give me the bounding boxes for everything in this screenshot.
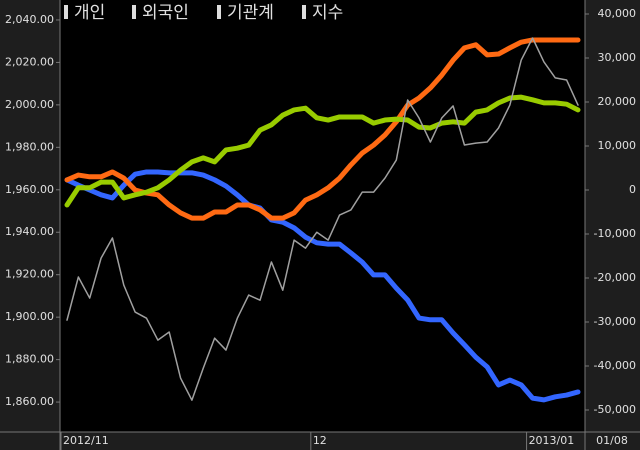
legend-label: 개인 <box>74 3 105 23</box>
y-tick-label: 1,920.00 <box>5 268 54 281</box>
y-tick-label: 1,880.00 <box>5 353 54 366</box>
y2-tick-label: -40,000 <box>594 359 636 372</box>
legend-marker <box>302 5 306 19</box>
series-line <box>64 169 581 403</box>
x-tick-label: 2012/11 <box>63 434 109 447</box>
y-tick-label: 1,860.00 <box>5 395 54 408</box>
series-line <box>64 94 581 208</box>
y-tick-label: 1,980.00 <box>5 140 54 153</box>
legend-label: 외국인 <box>142 3 189 23</box>
legend-marker <box>64 5 68 19</box>
y2-tick-label: -30,000 <box>594 315 636 328</box>
y-tick-label: 1,900.00 <box>5 310 54 323</box>
y2-tick-label: -20,000 <box>594 271 636 284</box>
legend-label: 기관계 <box>227 3 274 23</box>
plot-area <box>60 0 585 432</box>
y2-tick-label: 30,000 <box>598 51 637 64</box>
legend-marker <box>132 5 136 19</box>
legend-marker <box>217 5 221 19</box>
legend-label: 지수 <box>312 3 343 23</box>
y2-tick-label: 10,000 <box>598 139 637 152</box>
series-line <box>66 37 579 401</box>
y-tick-label: 2,000.00 <box>5 98 54 111</box>
y2-tick-label: 20,000 <box>598 95 637 108</box>
series-line <box>64 37 581 221</box>
y2-tick-label: -10,000 <box>594 227 636 240</box>
y2-tick-label: -50,000 <box>594 403 636 416</box>
y-tick-label: 1,940.00 <box>5 225 54 238</box>
x-tick-label: 2013/01 <box>529 434 575 447</box>
current-date: 01/08 <box>596 434 628 447</box>
y-tick-label: 1,960.00 <box>5 183 54 196</box>
legend: 개인 외국인 기관계 지수 <box>64 3 343 23</box>
y2-tick-label: 40,000 <box>598 7 637 20</box>
y-tick-label: 2,040.00 <box>5 13 54 26</box>
y-tick-label: 2,020.00 <box>5 55 54 68</box>
y2-tick-label: 0 <box>629 183 636 196</box>
x-tick-label: 12 <box>313 434 327 447</box>
